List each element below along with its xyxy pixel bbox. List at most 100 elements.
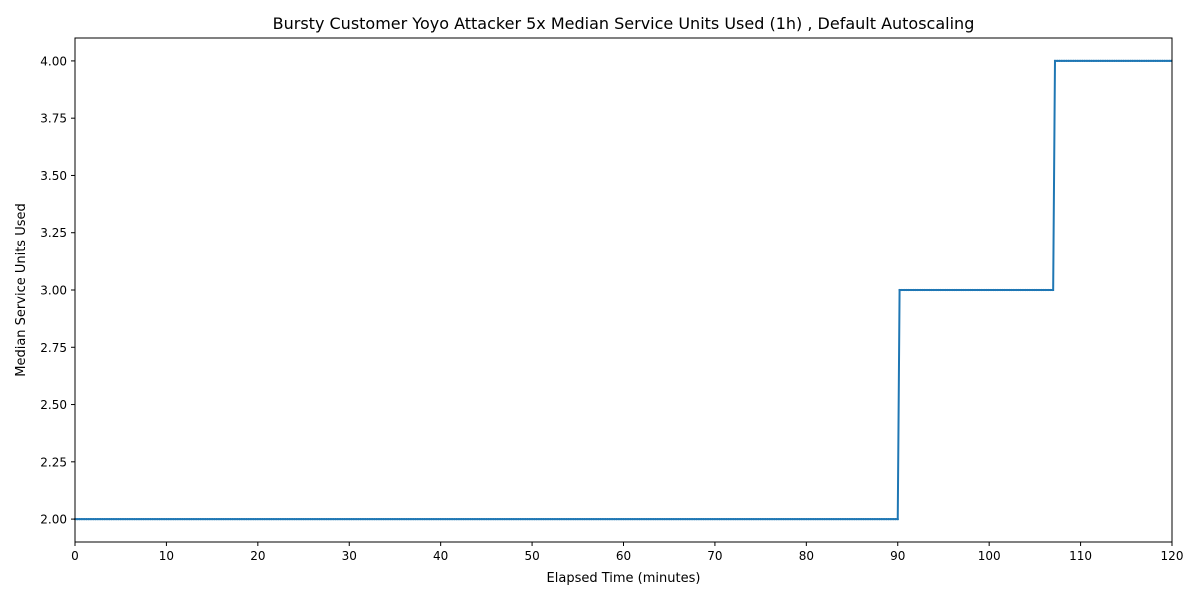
data-point [240, 517, 243, 521]
data-point [313, 517, 317, 521]
data-point [1003, 288, 1006, 292]
data-point [608, 517, 611, 521]
data-point [414, 517, 417, 521]
data-point [412, 517, 415, 521]
data-point [512, 517, 515, 521]
data-point [492, 517, 495, 521]
data-point [101, 517, 104, 521]
data-point [76, 517, 79, 521]
data-point [108, 517, 111, 521]
data-point [615, 517, 618, 521]
data-point [517, 517, 520, 521]
data-point [311, 517, 314, 521]
data-point [1067, 59, 1070, 63]
data-point [284, 517, 287, 521]
y-tick-label: 3.25 [40, 226, 67, 240]
data-point [85, 517, 88, 521]
data-point [160, 517, 163, 521]
data-point [800, 517, 803, 521]
data-point [336, 517, 339, 521]
data-point [80, 517, 83, 521]
data-point [355, 517, 358, 521]
data-point [638, 517, 641, 521]
data-point [697, 517, 701, 521]
data-point [487, 517, 490, 521]
data-point [592, 517, 595, 521]
data-point [1058, 59, 1061, 63]
data-point [233, 517, 237, 521]
data-point [158, 517, 161, 521]
data-point [199, 517, 202, 521]
data-point [384, 517, 387, 521]
data-point [702, 517, 705, 521]
data-point [556, 517, 559, 521]
data-point [784, 517, 787, 521]
series-markers [73, 59, 1173, 521]
data-point [617, 517, 621, 521]
data-point [348, 517, 351, 521]
data-point [528, 517, 531, 521]
data-point [777, 517, 781, 521]
data-point [937, 288, 940, 292]
data-point [478, 517, 481, 521]
data-point [818, 517, 822, 521]
data-point [1015, 288, 1018, 292]
data-point [690, 517, 694, 521]
data-point [773, 517, 776, 521]
data-point [521, 517, 525, 521]
data-point [1149, 59, 1153, 63]
data-point [387, 517, 390, 521]
data-point [796, 517, 799, 521]
data-point [994, 288, 997, 292]
y-tick-label: 2.25 [40, 455, 67, 469]
data-point [457, 517, 461, 521]
data-point [368, 517, 371, 521]
data-point [270, 517, 273, 521]
data-point [295, 517, 298, 521]
data-point [700, 517, 703, 521]
x-tick-label: 60 [616, 549, 631, 563]
data-point [153, 517, 157, 521]
data-point [446, 517, 449, 521]
data-point [686, 517, 689, 521]
data-point [480, 517, 483, 521]
data-point [94, 517, 97, 521]
data-point [320, 517, 323, 521]
data-point [1040, 288, 1043, 292]
data-point [373, 517, 376, 521]
data-point [1159, 59, 1162, 63]
data-point [892, 517, 895, 521]
data-point [896, 517, 899, 521]
data-point [265, 517, 269, 521]
data-point [503, 517, 506, 521]
data-point [259, 517, 262, 521]
data-point [741, 517, 744, 521]
data-point [604, 517, 607, 521]
x-axis: 0 10 20 30 40 50 60 70 80 90 100 110 120 [71, 542, 1183, 563]
data-point [103, 517, 106, 521]
data-point [224, 517, 227, 521]
data-point [578, 517, 582, 521]
data-point [1129, 59, 1132, 63]
data-point [135, 517, 138, 521]
data-point [1056, 59, 1059, 63]
data-point [889, 517, 892, 521]
data-point [1124, 59, 1127, 63]
data-point [1051, 288, 1054, 292]
data-point [878, 517, 881, 521]
x-tick-label: 20 [250, 549, 265, 563]
data-point [622, 517, 625, 521]
data-point [450, 517, 454, 521]
data-point [197, 517, 200, 521]
data-point [1108, 59, 1111, 63]
data-point [542, 517, 545, 521]
data-point [887, 517, 890, 521]
data-point [174, 517, 177, 521]
data-point [688, 517, 691, 521]
data-point [734, 517, 737, 521]
data-point [645, 517, 648, 521]
data-point [293, 517, 296, 521]
data-point [245, 517, 248, 521]
data-point [971, 288, 974, 292]
data-point [1113, 59, 1116, 63]
